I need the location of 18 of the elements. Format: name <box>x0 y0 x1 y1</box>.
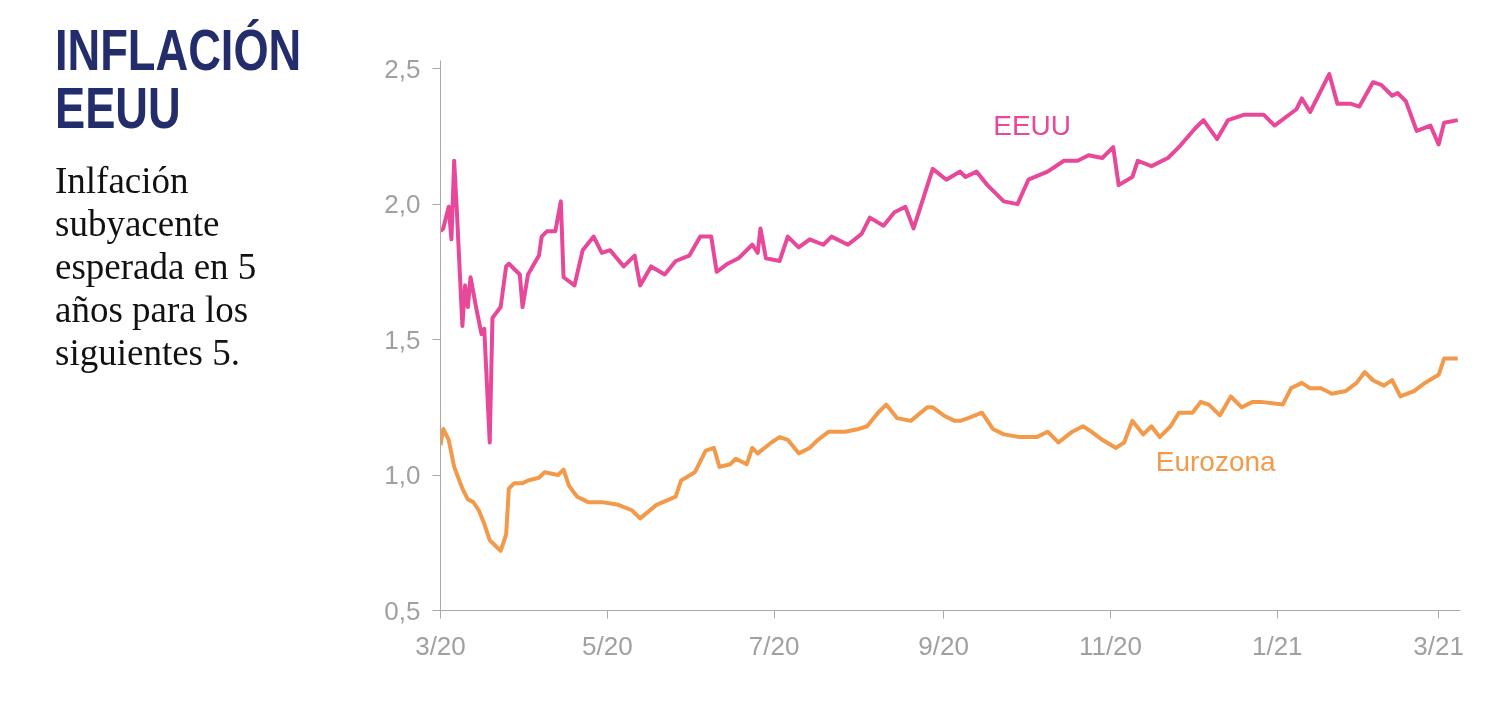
x-tick-label: 7/20 <box>748 630 800 661</box>
line-series <box>440 356 1460 553</box>
y-tick-label: 1,0 <box>384 460 421 491</box>
x-tick-label: 1/21 <box>1251 630 1303 661</box>
x-tick-label: 5/20 <box>582 630 633 661</box>
y-tick-label: 2,5 <box>384 53 421 84</box>
y-tick-label: 1,5 <box>384 324 421 355</box>
x-tick-label: 3/20 <box>415 630 466 661</box>
series-label: Eurozona <box>1155 445 1277 477</box>
line-series <box>440 72 1460 445</box>
x-tick-label: 3/21 <box>1413 630 1464 661</box>
x-tick-label: 11/20 <box>1078 630 1143 661</box>
chart-title: INFLACIÓN EEUU <box>55 17 302 140</box>
x-tick-label: 9/20 <box>918 630 969 661</box>
series-label: EEUU <box>993 110 1071 142</box>
text: Inlfación subyacente esperada en 5 años para los siguientes 5. <box>55 159 258 374</box>
y-tick-label: 0,5 <box>384 595 421 626</box>
y-tick-label: 2,0 <box>384 189 421 220</box>
